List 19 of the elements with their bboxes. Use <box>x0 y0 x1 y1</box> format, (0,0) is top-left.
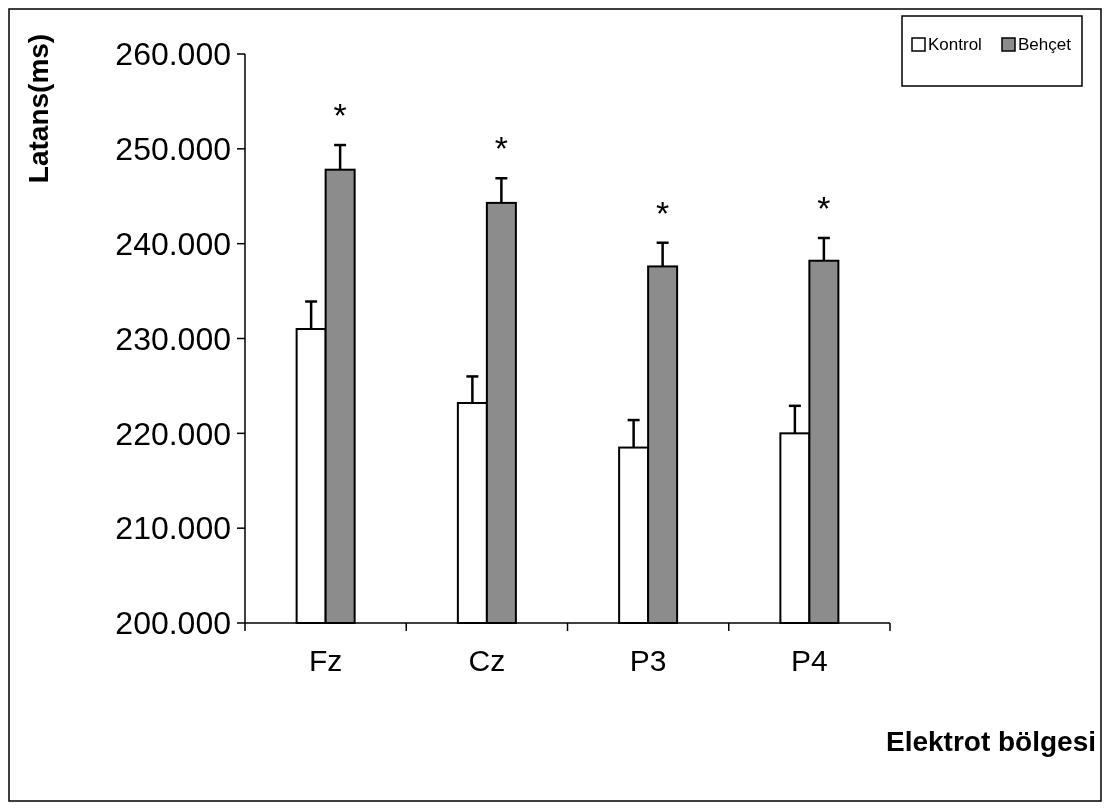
legend-label: Behçet <box>1018 35 1072 54</box>
annotation: * <box>656 193 670 232</box>
annotation: * <box>494 129 508 168</box>
annotation: * <box>333 96 347 135</box>
y-tick-label: 230.000 <box>115 320 231 357</box>
x-tick-label: P3 <box>629 644 667 677</box>
x-tick-label: P4 <box>791 644 828 677</box>
y-tick-label: 220.000 <box>115 415 231 452</box>
y-tick-label: 210.000 <box>115 510 231 547</box>
x-tick-label: Cz <box>468 644 506 677</box>
y-tick-label: 240.000 <box>115 225 231 262</box>
x-tick-label: Fz <box>308 644 343 677</box>
legend-label: Kontrol <box>928 35 982 54</box>
y-tick-label: 200.000 <box>115 605 231 642</box>
annotation: * <box>817 188 831 227</box>
y-axis-title: Latans(ms) <box>23 33 54 184</box>
x-axis-title: Elektrot bölgesi <box>885 726 1096 757</box>
y-tick-label: 250.000 <box>115 131 231 168</box>
y-tick-label: 260.000 <box>115 36 231 73</box>
